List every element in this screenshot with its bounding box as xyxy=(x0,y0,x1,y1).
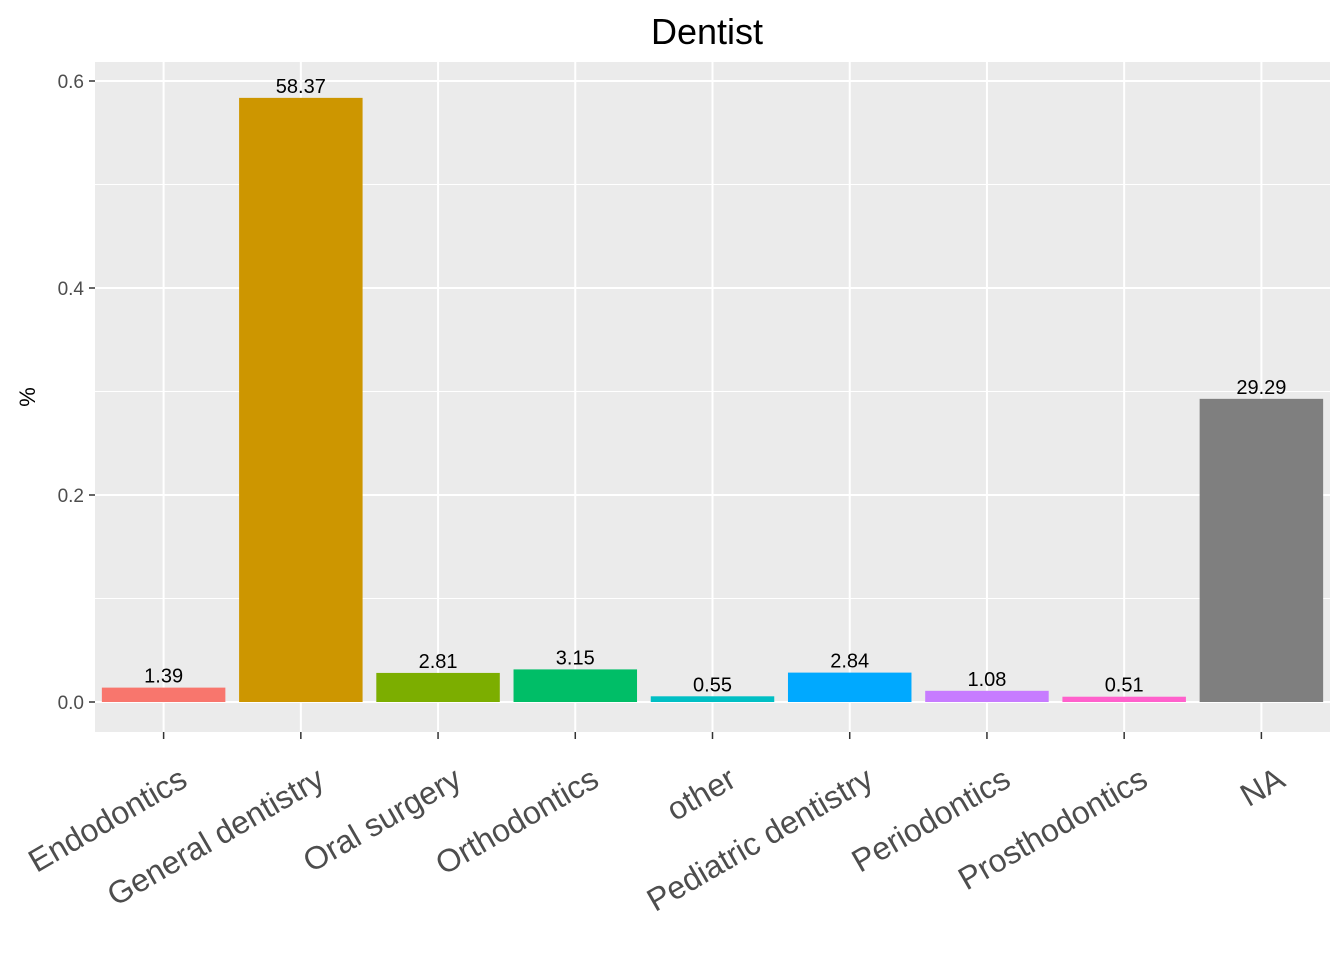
bar xyxy=(101,687,226,702)
y-tick-label: 0.2 xyxy=(58,486,84,507)
bar xyxy=(787,672,912,702)
data-label: 0.51 xyxy=(1105,675,1144,697)
bar xyxy=(513,669,638,702)
y-axis: 0.0 0.2 0.4 0.6 xyxy=(58,72,95,714)
bar xyxy=(376,672,500,702)
bar xyxy=(650,696,775,702)
data-label: 0.55 xyxy=(693,674,732,696)
y-tick-label: 0.4 xyxy=(58,279,85,300)
data-label: 1.08 xyxy=(967,669,1006,691)
bar xyxy=(239,97,363,703)
bar xyxy=(925,690,1049,702)
data-label: 1.39 xyxy=(144,666,183,688)
y-tick-label: 0.6 xyxy=(58,72,84,93)
data-label: 3.15 xyxy=(556,647,595,669)
x-tick-label: Pediatric dentistry xyxy=(641,760,879,918)
data-label: 29.29 xyxy=(1236,377,1286,399)
y-tick-label: 0.0 xyxy=(58,693,84,714)
chart-title: Dentist xyxy=(651,11,763,52)
x-tick-label: NA xyxy=(1234,760,1291,814)
x-tick-label: other xyxy=(660,760,741,828)
bar xyxy=(1199,398,1324,702)
data-label: 2.84 xyxy=(830,651,869,673)
data-label: 58.37 xyxy=(276,76,326,98)
bars xyxy=(101,97,1324,703)
bar xyxy=(1062,696,1186,702)
y-axis-label: % xyxy=(15,387,40,407)
data-labels: 1.39 58.37 2.81 3.15 0.55 2.84 1.08 0.51 29.29 xyxy=(144,76,1286,697)
data-label: 2.81 xyxy=(419,651,458,673)
